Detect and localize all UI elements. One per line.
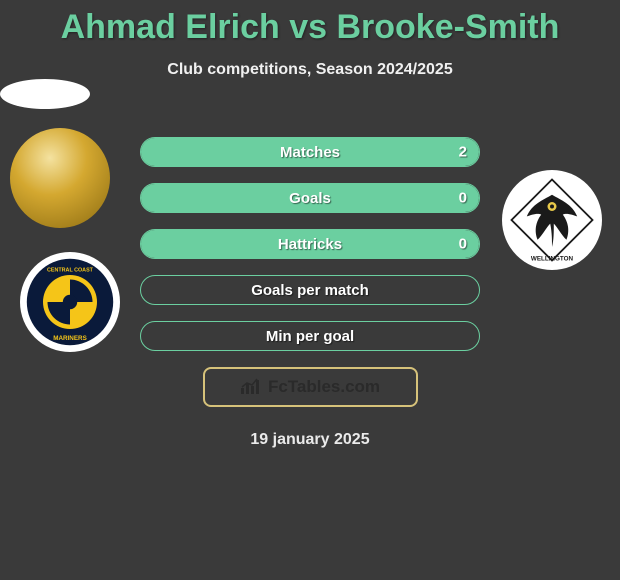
stat-label: Matches <box>141 138 479 166</box>
stat-row-hattricks: Hattricks 0 <box>140 229 480 259</box>
svg-text:MARINERS: MARINERS <box>53 335 87 342</box>
stat-label: Goals <box>141 184 479 212</box>
stat-label: Goals per match <box>141 276 479 304</box>
stat-value-right: 0 <box>459 236 467 253</box>
phoenix-logo-icon: WELLINGTON <box>507 175 597 265</box>
stat-row-goals-per-match: Goals per match <box>140 275 480 305</box>
watermark-text: FcTables.com <box>268 377 380 397</box>
stat-label: Min per goal <box>141 322 479 350</box>
watermark-badge: FcTables.com <box>203 367 418 407</box>
subtitle: Club competitions, Season 2024/2025 <box>0 61 620 79</box>
player-right-photo <box>0 79 90 109</box>
left-club-badge: CENTRAL COAST MARINERS <box>20 252 120 352</box>
bar-chart-icon <box>240 378 262 396</box>
svg-text:CENTRAL COAST: CENTRAL COAST <box>47 267 94 273</box>
stat-row-min-per-goal: Min per goal <box>140 321 480 351</box>
stat-value-right: 2 <box>459 144 467 161</box>
stat-row-goals: Goals 0 <box>140 183 480 213</box>
stats-container: Matches 2 Goals 0 Hattricks 0 Goals per … <box>140 137 480 351</box>
mariners-logo-icon: CENTRAL COAST MARINERS <box>25 257 115 347</box>
stat-row-matches: Matches 2 <box>140 137 480 167</box>
page-title: Ahmad Elrich vs Brooke-Smith <box>0 0 620 47</box>
date-label: 19 january 2025 <box>0 431 620 449</box>
player-left-photo <box>10 128 110 228</box>
right-club-badge: WELLINGTON <box>502 170 602 270</box>
stat-label: Hattricks <box>141 230 479 258</box>
stat-value-right: 0 <box>459 190 467 207</box>
svg-text:WELLINGTON: WELLINGTON <box>531 256 574 263</box>
